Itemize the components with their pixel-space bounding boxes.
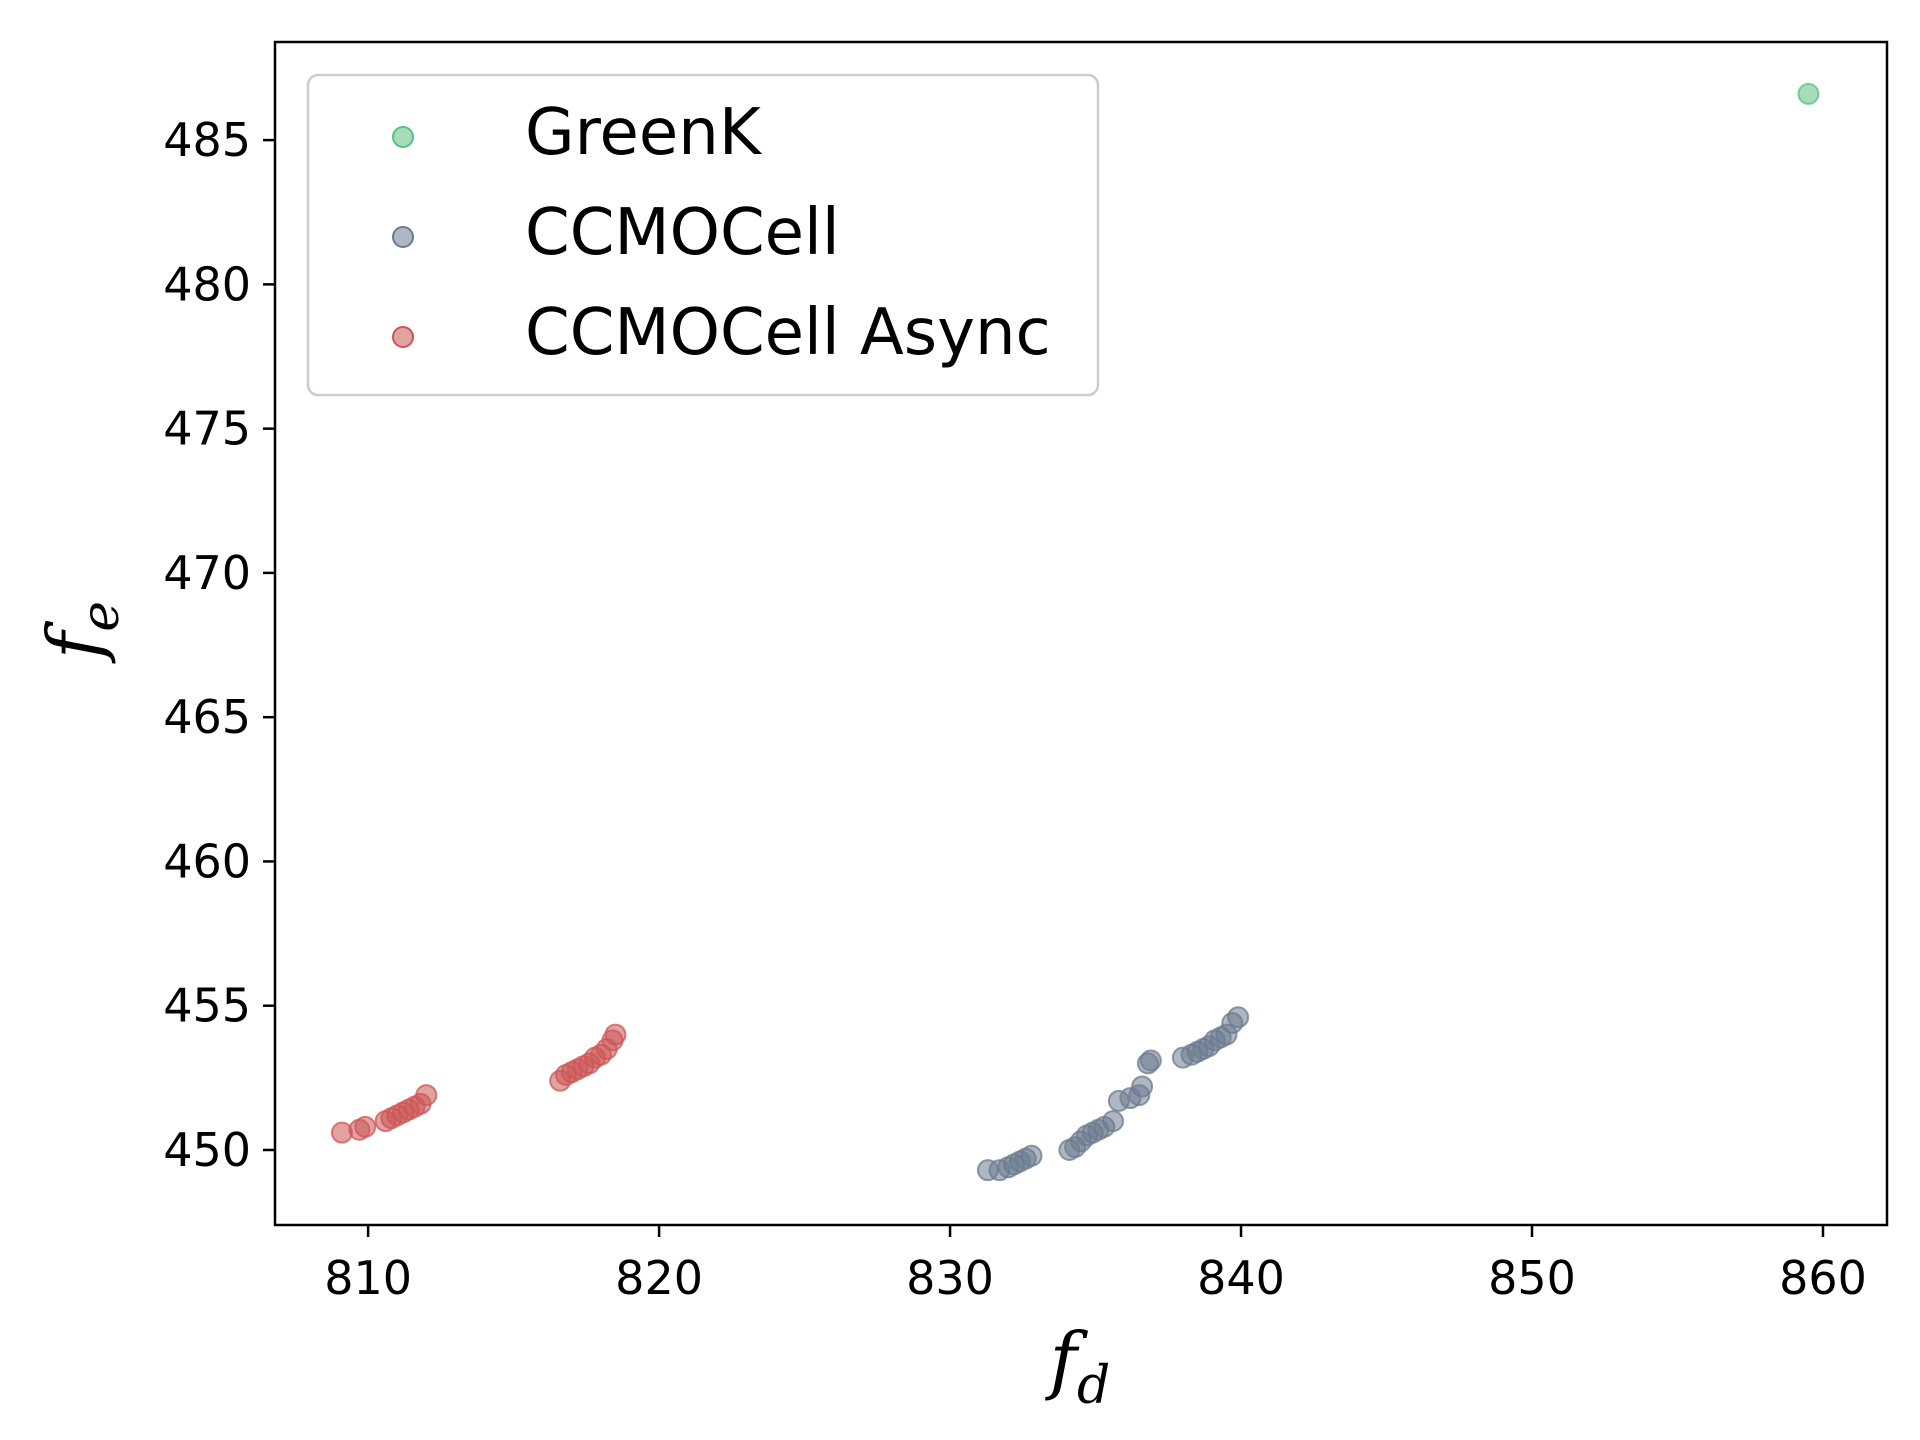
data-point-ccmocell [1139, 1049, 1162, 1072]
x-axis-label-sub: d [1077, 1356, 1110, 1416]
plot-frame [273, 40, 1889, 1227]
y-tick-label: 480 [163, 257, 251, 311]
x-tick-label: 850 [1488, 1251, 1576, 1305]
y-tick-label: 455 [163, 979, 251, 1033]
data-point-greenk [1797, 82, 1820, 105]
legend-marker-greenk [392, 126, 414, 148]
data-point-ccmocell [1102, 1110, 1125, 1133]
x-tick-label: 810 [324, 1251, 412, 1305]
series-greenk [1797, 82, 1820, 105]
legend-entry-ccmocell: CCMOCell [392, 196, 840, 270]
x-axis-ticks: 810 820 830 840 850 860 [324, 1225, 1867, 1305]
legend-label-greenk: GreenK [525, 96, 763, 170]
y-tick-label: 470 [163, 546, 251, 600]
series-ccmocell-async [330, 1023, 627, 1144]
y-tick-label: 475 [163, 402, 251, 456]
y-tick-label: 465 [163, 690, 251, 744]
series-ccmocell [976, 1006, 1250, 1182]
x-tick-label: 840 [1197, 1251, 1285, 1305]
y-axis-label: fe [32, 601, 131, 664]
legend-box [306, 73, 1100, 397]
y-axis-ticks: 450 455 460 465 470 475 480 485 [163, 113, 275, 1177]
data-point-ccmocell-async [415, 1084, 438, 1107]
legend-label-ccmocell-async: CCMOCell Async [525, 296, 1051, 370]
data-point-ccmocell-async [604, 1023, 627, 1046]
y-axis-label-sub: e [71, 601, 131, 632]
legend-label-ccmocell: CCMOCell [525, 196, 840, 270]
y-tick-label: 450 [163, 1123, 251, 1177]
data-point-ccmocell [1131, 1075, 1154, 1098]
points-layer [330, 82, 1820, 1182]
legend-marker-ccmocell [392, 226, 414, 248]
legend: GreenK CCMOCell CCMOCell Async [306, 73, 1100, 397]
y-tick-label: 460 [163, 834, 251, 888]
data-point-ccmocell-async [354, 1115, 377, 1138]
legend-entry-ccmocell-async: CCMOCell Async [392, 296, 1051, 370]
x-axis-label: fd [1045, 1317, 1111, 1416]
y-tick-label: 485 [163, 113, 251, 167]
x-tick-label: 860 [1779, 1251, 1867, 1305]
x-tick-label: 830 [906, 1251, 994, 1305]
x-tick-label: 820 [615, 1251, 703, 1305]
legend-marker-ccmocell-async [392, 326, 414, 348]
data-point-ccmocell [1227, 1006, 1250, 1029]
legend-entry-greenk: GreenK [392, 96, 763, 170]
data-point-ccmocell [1020, 1144, 1043, 1167]
